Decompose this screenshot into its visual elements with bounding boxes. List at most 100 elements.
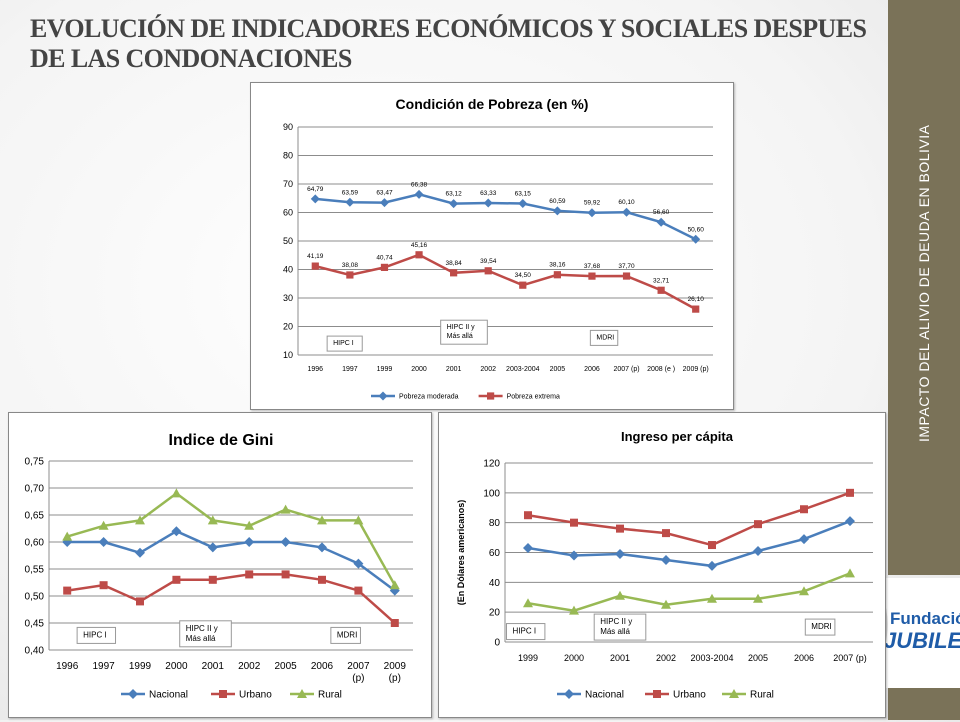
chart1-data-label: 60,10 <box>618 199 635 206</box>
chart3-series-line <box>527 491 851 547</box>
chart1-data-point <box>587 208 597 218</box>
chart1-data-label: 39,54 <box>480 258 497 265</box>
chart3-annotation-text: Más allá <box>600 627 630 636</box>
chart3-title: Ingreso per cápita <box>621 429 734 444</box>
chart3-data-point <box>753 593 763 603</box>
chart3-legend-marker <box>729 689 739 698</box>
chart1-x-tick-label: 2002 <box>480 366 496 373</box>
chart1-data-point <box>656 217 666 227</box>
sidebar-band <box>888 0 960 575</box>
logo-line2: JUBILEO <box>884 628 960 653</box>
chart2-annotation-text: Más allá <box>186 634 216 643</box>
chart2-x-tick-label: 2007 <box>347 661 370 672</box>
chart3-data-point <box>753 546 763 557</box>
chart1-data-label: 59,92 <box>584 200 601 207</box>
chart3-x-tick-label: 2007 (p) <box>833 653 867 663</box>
chart3-data-point <box>799 534 809 545</box>
chart2-legend-label: Rural <box>318 690 342 701</box>
chart3-data-point <box>661 554 671 565</box>
chart1-annotation-text: MDRI <box>596 334 614 341</box>
chart1-data-label: 37,68 <box>584 263 601 270</box>
chart2-data-point <box>171 488 182 498</box>
chart3-data-point <box>569 550 579 561</box>
chart1-y-tick-label: 90 <box>283 122 293 132</box>
chart3-data-point <box>800 505 808 514</box>
chart1-data-label: 50,60 <box>688 226 705 233</box>
chart-pobreza: Condición de Pobreza (en %) 10 20 30 40 50 60 7… <box>250 82 734 410</box>
chart2-x-tick-label: 2002 <box>238 661 261 672</box>
chart-gini: Indice de Gini 0,40 0,45 0,50 0,55 0,60 0,65 0,… <box>8 412 432 718</box>
chart1-legend-marker <box>487 392 495 400</box>
chart1-series-line <box>315 193 697 241</box>
chart3-legend-marker <box>564 689 574 699</box>
chart2-data-point <box>317 542 327 553</box>
chart2-x-tick-label: 2001 <box>202 661 225 672</box>
chart3-data-point <box>523 543 533 554</box>
chart2-x-tick-label: (p) <box>352 673 364 684</box>
chart1-y-tick-label: 70 <box>283 179 293 189</box>
chart3-annotation-box <box>506 623 546 641</box>
chart1-data-label: 66,38 <box>411 181 428 188</box>
chart3-x-tick-label: 2003-2004 <box>690 653 733 663</box>
chart1-data-point <box>311 262 319 270</box>
chart3-data-point <box>662 529 670 538</box>
chart1-series-line <box>314 253 697 311</box>
chart1-data-label: 38,16 <box>549 262 566 269</box>
chart1-data-label: 63,15 <box>515 191 532 198</box>
chart1-data-point <box>450 269 458 277</box>
chart2-y-tick-label: 0,70 <box>25 484 45 495</box>
chart2-data-point <box>208 575 217 584</box>
chart2-annotation-text: HIPC I <box>83 630 107 639</box>
chart1-x-tick-label: 1999 <box>377 366 393 373</box>
chart3-legend-label: Nacional <box>585 690 624 701</box>
chart3-y-tick-label: 40 <box>489 578 501 589</box>
chart2-y-tick-label: 0,45 <box>25 619 45 630</box>
chart1-data-label: 40,74 <box>376 254 393 261</box>
chart2-x-tick-label: 2005 <box>274 661 297 672</box>
chart3-data-point <box>845 568 855 578</box>
chart2-x-tick-label: 1997 <box>92 661 115 672</box>
chart2-data-point <box>354 586 363 595</box>
chart3-x-tick-label: 2005 <box>748 653 768 663</box>
fundacion-jubileo-logo: Fundación JUBILEO <box>878 578 960 688</box>
chart3-data-point <box>523 598 533 608</box>
chart3-x-tick-label: 2006 <box>794 653 814 663</box>
chart1-data-point <box>657 286 665 294</box>
chart2-data-point <box>353 515 364 525</box>
chart2-data-point <box>389 580 400 590</box>
chart3-data-point <box>708 541 716 550</box>
chart3-data-point <box>707 560 717 571</box>
chart2-legend-marker <box>128 689 138 699</box>
chart2-data-point <box>99 581 108 590</box>
chart1-y-tick-label: 30 <box>283 293 293 303</box>
chart1-data-point <box>414 189 424 199</box>
chart3-data-point <box>616 524 624 533</box>
chart2-data-point <box>280 537 291 547</box>
chart2-data-point <box>135 547 145 558</box>
chart2-data-point <box>281 570 290 579</box>
chart1-x-tick-label: 2005 <box>550 366 566 373</box>
chart3-data-point <box>846 488 854 497</box>
chart2-y-tick-label: 0,55 <box>25 565 45 576</box>
chart1-x-tick-label: 1997 <box>342 366 358 373</box>
chart-ingreso-svg: Ingreso per cápita 0 20 40 60 80 100 120 1999 200… <box>456 429 873 701</box>
chart2-x-tick-label: 2006 <box>311 661 334 672</box>
logo-line1: Fundación <box>890 609 960 628</box>
chart2-data-point <box>207 515 218 525</box>
chart2-series-line <box>66 491 396 586</box>
chart1-data-label: 56,60 <box>653 209 670 216</box>
chart3-data-point <box>524 511 532 520</box>
chart2-annotation-box <box>179 620 232 648</box>
chart1-data-point <box>518 199 528 209</box>
chart2-x-tick-label: 1996 <box>56 661 79 672</box>
chart1-y-tick-label: 40 <box>283 265 293 275</box>
chart2-data-point <box>317 515 327 525</box>
chart1-legend-label: Pobreza extrema <box>507 393 560 400</box>
chart1-data-point <box>519 281 527 289</box>
chart3-x-tick-label: 1999 <box>518 653 538 663</box>
chart1-y-tick-label: 10 <box>283 350 293 360</box>
chart2-data-point <box>244 520 255 530</box>
chart3-x-tick-label: 2000 <box>564 653 584 663</box>
chart1-data-point <box>692 305 700 313</box>
chart1-x-tick-label: 2001 <box>446 366 462 373</box>
